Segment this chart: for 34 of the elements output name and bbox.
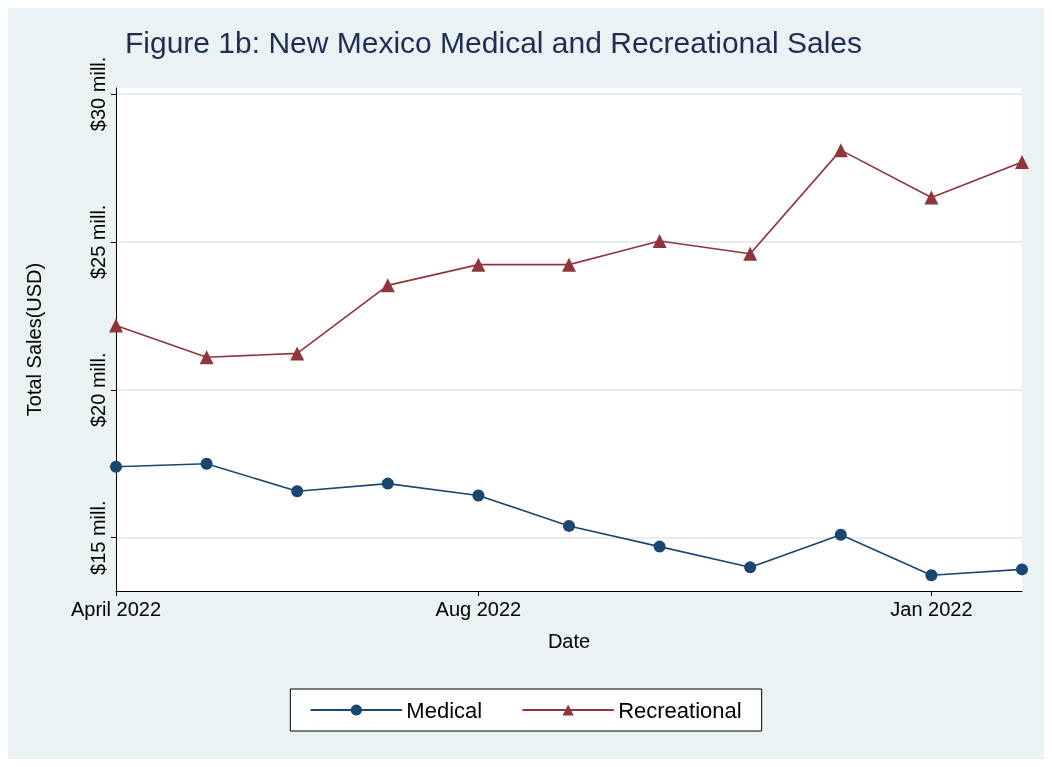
point xyxy=(1016,563,1028,576)
point xyxy=(290,346,305,361)
x-tick-label: Jan 2022 xyxy=(890,598,973,620)
point xyxy=(1015,154,1029,169)
point xyxy=(834,528,847,541)
point xyxy=(562,257,576,272)
point xyxy=(652,233,667,248)
y-tick-label: $25 mill. xyxy=(87,204,109,280)
point xyxy=(744,561,757,574)
point xyxy=(110,460,122,473)
legend-label: Recreational xyxy=(618,697,742,723)
x-tick-label: April 2022 xyxy=(70,598,162,620)
point xyxy=(743,246,758,261)
y-tick-label: $15 mill. xyxy=(87,500,109,575)
chart-title: Figure 1b: New Mexico Medical and Recreational Sales xyxy=(125,25,863,59)
point xyxy=(833,143,848,158)
point xyxy=(381,477,394,490)
point xyxy=(563,519,575,532)
point xyxy=(380,278,395,293)
point xyxy=(291,485,304,498)
point xyxy=(472,489,485,502)
point xyxy=(653,540,666,553)
point xyxy=(200,457,213,470)
point xyxy=(924,190,939,205)
point xyxy=(109,318,123,333)
x-tick-label: Aug 2022 xyxy=(435,598,522,620)
y-tick-label: $20 mill. xyxy=(87,352,109,428)
y-axis-title: Total Sales(USD) xyxy=(23,262,45,417)
point xyxy=(199,350,214,365)
point xyxy=(471,257,486,272)
y-tick-label: $30 mill. xyxy=(87,56,109,132)
x-axis-title: Date xyxy=(547,630,591,652)
point xyxy=(925,569,938,582)
legend-label: Medical xyxy=(406,697,483,723)
